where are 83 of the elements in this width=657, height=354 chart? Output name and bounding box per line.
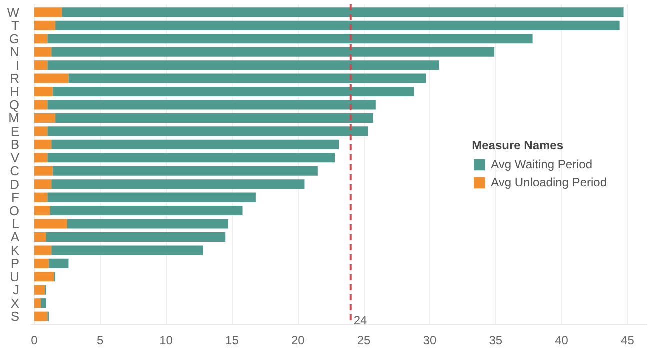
bar <box>62 8 624 18</box>
bar <box>52 180 305 190</box>
y-tick-label: K <box>10 242 20 258</box>
bar <box>52 166 318 176</box>
y-tick-label: B <box>10 137 20 152</box>
bar <box>34 285 45 295</box>
y-tick-label: V <box>10 150 20 166</box>
bar <box>48 126 368 136</box>
bar <box>34 166 53 176</box>
bar <box>48 258 69 268</box>
bar <box>34 60 48 70</box>
x-tick-label: 45 <box>621 334 635 348</box>
bar <box>34 113 56 123</box>
bar <box>52 87 414 97</box>
y-tick-label: L <box>12 216 20 232</box>
bar <box>48 60 440 70</box>
bar <box>34 219 68 229</box>
legend-label: Avg Waiting Period <box>491 158 593 172</box>
ref-line-label: 24 <box>354 314 368 328</box>
bar <box>48 34 533 44</box>
bar <box>46 232 226 242</box>
bar <box>34 100 48 110</box>
bar <box>34 258 49 268</box>
y-tick-label: J <box>13 282 20 298</box>
bar <box>34 20 56 30</box>
y-tick-label: U <box>10 269 20 284</box>
legend-title: Measure Names <box>472 138 565 152</box>
bar <box>52 246 204 256</box>
x-tick-label: 25 <box>357 334 372 348</box>
bar <box>48 153 336 163</box>
bar <box>34 246 52 256</box>
x-tick-label: 0 <box>31 334 38 348</box>
x-tick-label: 20 <box>291 334 306 348</box>
bar <box>34 312 48 322</box>
y-tick-label: W <box>7 4 20 20</box>
bar <box>34 87 53 97</box>
x-tick-label: 5 <box>97 334 104 348</box>
x-tick-label: 30 <box>423 334 437 348</box>
y-tick-label: O <box>9 203 20 218</box>
bar <box>34 192 48 202</box>
bar <box>34 180 52 190</box>
bar <box>34 153 48 163</box>
bar <box>56 113 374 123</box>
y-tick-label: R <box>10 71 20 86</box>
bar <box>56 20 620 30</box>
y-tick-label: I <box>16 58 20 73</box>
bar <box>34 206 50 216</box>
x-tick-label: 35 <box>489 334 503 348</box>
y-tick-label: H <box>10 84 20 100</box>
y-tick-label: F <box>12 190 20 206</box>
y-tick-label: G <box>9 31 20 46</box>
y-tick-label: Q <box>9 97 20 112</box>
bar <box>50 206 243 216</box>
y-tick-label: S <box>10 309 20 324</box>
y-tick-label: N <box>10 44 20 60</box>
y-tick-label: E <box>10 124 20 139</box>
y-tick-label: X <box>10 296 20 311</box>
bar <box>34 126 48 136</box>
y-tick-label: A <box>10 230 20 245</box>
bar <box>34 47 52 57</box>
bar <box>34 140 52 150</box>
bar <box>52 47 495 57</box>
bar <box>68 74 426 84</box>
legend-label: Avg Unloading Period <box>491 176 607 190</box>
y-tick-label: P <box>10 256 20 272</box>
bar <box>34 74 69 84</box>
bar <box>34 34 48 44</box>
bar <box>67 219 228 229</box>
y-tick-label: D <box>10 176 20 192</box>
bar <box>41 298 46 308</box>
x-tick-label: 10 <box>160 334 174 348</box>
y-tick-label: C <box>10 164 20 179</box>
y-tick-label: M <box>8 110 20 126</box>
bar <box>34 272 54 282</box>
x-tick-label: 40 <box>555 334 569 348</box>
y-tick-label: T <box>12 18 20 34</box>
bar <box>34 298 42 308</box>
bar <box>34 232 46 242</box>
bar <box>34 8 62 18</box>
bar <box>52 140 339 150</box>
bar <box>48 192 256 202</box>
bar <box>48 100 376 110</box>
x-tick-label: 15 <box>226 334 240 348</box>
